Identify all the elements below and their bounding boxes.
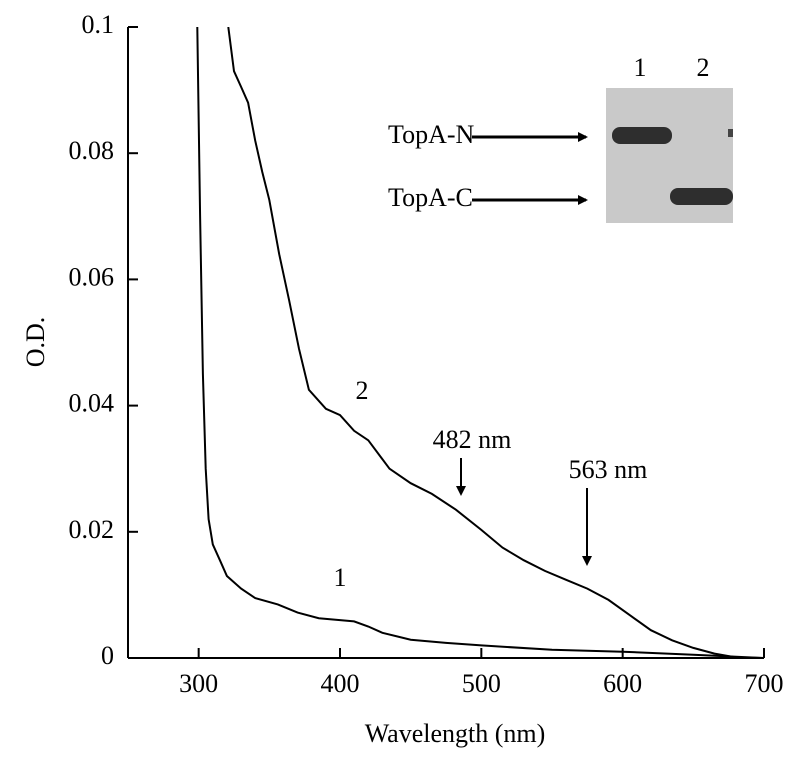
x-tick-label: 400	[321, 669, 360, 698]
lane-label: 2	[697, 53, 710, 82]
lane-label: 1	[634, 53, 647, 82]
x-axis-label: Wavelength (nm)	[365, 719, 546, 748]
y-tick-label: 0.08	[69, 136, 115, 165]
data-line	[227, 27, 764, 658]
x-tick-label: 700	[745, 669, 784, 698]
y-tick-label: 0	[101, 641, 114, 670]
spot	[728, 129, 733, 137]
band	[612, 127, 672, 144]
y-tick-label: 0.1	[82, 10, 115, 39]
band-label: TopA-N	[388, 120, 475, 149]
y-axis-label: O.D.	[21, 317, 50, 368]
band-label: TopA-C	[388, 183, 473, 212]
curve-label: 2	[356, 376, 369, 405]
y-tick-label: 0.06	[69, 262, 115, 291]
gel-inset: 1 2 TopA-N TopA-C	[388, 53, 733, 223]
annotation: 482 nm	[433, 425, 512, 454]
curve-label: 1	[334, 563, 347, 592]
y-tick-label: 0.04	[69, 389, 115, 418]
x-tick-label: 300	[179, 669, 218, 698]
annotation: 563 nm	[569, 455, 648, 484]
x-tick-label: 600	[603, 669, 642, 698]
data-line	[196, 27, 764, 658]
y-tick-label: 0.02	[69, 515, 115, 544]
band	[670, 188, 733, 205]
plot-area	[196, 27, 764, 658]
x-tick-label: 500	[462, 669, 501, 698]
